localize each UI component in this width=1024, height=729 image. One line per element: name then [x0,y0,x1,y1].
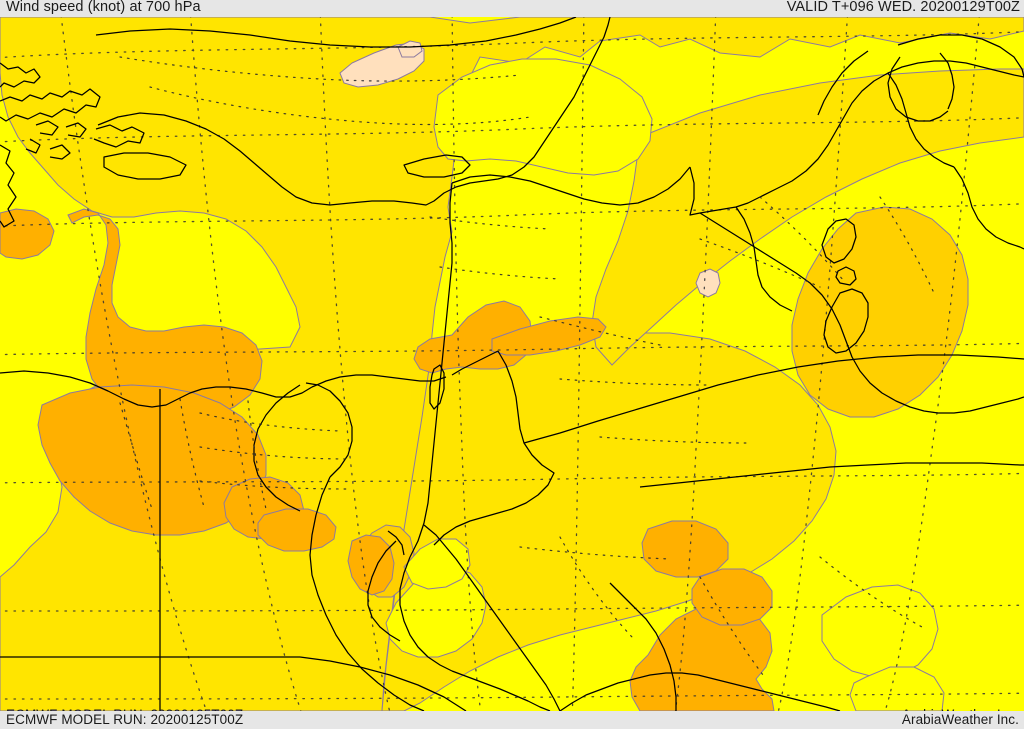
valid-time-label: VALID T+096 WED. 20200129T00Z [786,0,1020,15]
region-bright-jordan-2 [403,538,471,590]
region-orange-suez-2 [257,508,337,552]
page-title: Wind speed (knot) at 700 hPa [6,0,201,15]
header-bar: Wind speed (knot) at 700 hPa VALID T+096… [0,0,1024,17]
region-orange-libya-egypt [67,208,263,420]
band-lowest [339,40,721,298]
region-orange-syria-jordan [413,300,533,374]
region-bright-se-arabia-2 [849,666,945,711]
region-iraq-band [591,68,1024,366]
map-canvas[interactable] [0,17,1024,711]
province-borders [119,56,935,680]
model-run-label: ECMWF MODEL RUN: 20200125T00Z [6,712,244,727]
graticule [0,17,1024,711]
weather-map-svg [0,17,1024,711]
region-peach-small-2 [397,40,423,58]
provider-credit: ArabiaWeather Inc. [901,712,1019,727]
region-bright-syria [433,58,653,176]
coastlines [0,17,1024,711]
region-peach-small-1 [695,268,721,298]
region-orange-sinai [347,534,395,596]
region-orange-arabia-2 [691,568,773,626]
footer-bar: ECMWF MODEL RUN: 20200125T00Z ArabiaWeat… [0,711,1024,729]
region-bright-se-arabia [821,584,939,678]
region-persian-gulf-gold [791,206,969,418]
